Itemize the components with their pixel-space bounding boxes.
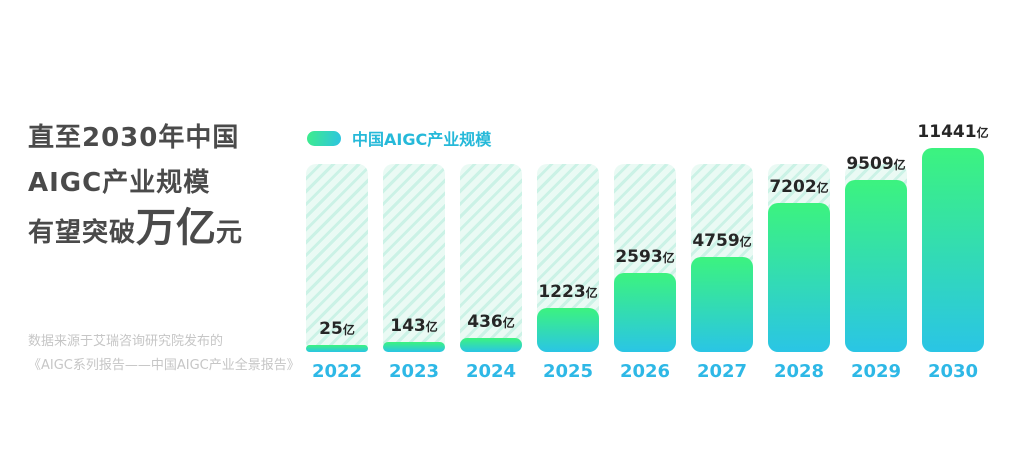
headline-line-1: 直至2030年中国 bbox=[28, 123, 240, 153]
bar-value-unit: 亿 bbox=[976, 126, 989, 140]
bar bbox=[922, 148, 984, 352]
year-label: 2024 bbox=[465, 361, 517, 382]
bar-track bbox=[306, 164, 368, 352]
bar-chart: 25亿 2022 143亿 2023 436亿 2024 1223亿 2025 2593亿 202… bbox=[306, 92, 989, 383]
headline-line-3: 有望突破万亿元 bbox=[28, 206, 243, 256]
chart-legend: 中国AIGC产业规模 bbox=[307, 126, 491, 150]
bar-track bbox=[383, 164, 445, 352]
bar-value-unit: 亿 bbox=[342, 323, 355, 337]
bar-value-label: 4759亿 bbox=[692, 231, 752, 251]
bar bbox=[768, 203, 830, 352]
bar bbox=[383, 342, 445, 352]
year-label: 2025 bbox=[542, 361, 594, 382]
year-label: 2028 bbox=[773, 361, 825, 382]
bar-column: 4759亿 2027 bbox=[691, 92, 753, 382]
headline-line-2: AIGC产业规模 bbox=[28, 168, 211, 198]
source-note: 数据来源于艾瑞咨询研究院发布的 《AIGC系列报告——中国AIGC产业全景报告》 bbox=[28, 330, 300, 378]
year-label: 2023 bbox=[388, 361, 440, 382]
bar-value-label: 1223亿 bbox=[538, 282, 598, 302]
legend-swatch-icon bbox=[307, 130, 341, 146]
headline-highlight: 万亿 bbox=[136, 205, 217, 251]
legend-label: 中国AIGC产业规模 bbox=[352, 130, 492, 149]
bar-column: 7202亿 2028 bbox=[768, 92, 830, 382]
source-line-2: 《AIGC系列报告——中国AIGC产业全景报告》 bbox=[28, 358, 300, 373]
bar-column: 9509亿 2029 bbox=[845, 92, 907, 382]
year-label: 2030 bbox=[927, 361, 979, 382]
bar bbox=[460, 338, 522, 352]
bar-column: 436亿 2024 bbox=[460, 92, 522, 382]
bar-value-unit: 亿 bbox=[502, 316, 515, 330]
year-label: 2022 bbox=[311, 361, 363, 382]
bar-value-label: 143亿 bbox=[390, 316, 438, 336]
bar-value-unit: 亿 bbox=[893, 158, 906, 172]
bar-value-label: 7202亿 bbox=[769, 177, 829, 197]
bar-value-label: 9509亿 bbox=[846, 154, 906, 174]
bar-value-unit: 亿 bbox=[739, 235, 752, 249]
bar-column: 11441亿 2030 bbox=[917, 92, 988, 383]
headline: 直至2030年中国 AIGC产业规模 有望突破万亿元 bbox=[28, 116, 243, 256]
source-line-1: 数据来源于艾瑞咨询研究院发布的 bbox=[28, 334, 224, 349]
bar-value-label: 2593亿 bbox=[615, 247, 675, 267]
headline-line-3-suffix: 元 bbox=[216, 218, 244, 248]
bar-column: 2593亿 2026 bbox=[614, 92, 676, 382]
headline-line-3-prefix: 有望突破 bbox=[28, 218, 137, 248]
bar-value-unit: 亿 bbox=[425, 320, 438, 334]
bar bbox=[537, 308, 599, 352]
bar-value-unit: 亿 bbox=[662, 251, 675, 265]
bar bbox=[845, 180, 907, 352]
year-label: 2027 bbox=[696, 361, 748, 382]
year-label: 2029 bbox=[850, 361, 902, 382]
bar-value-label: 25亿 bbox=[319, 319, 355, 339]
bar-column: 1223亿 2025 bbox=[537, 92, 599, 382]
bar-value-unit: 亿 bbox=[585, 286, 598, 300]
bar-value-label: 11441亿 bbox=[917, 122, 989, 142]
bar bbox=[691, 257, 753, 352]
bar-value-label: 436亿 bbox=[467, 312, 515, 332]
bar-track bbox=[460, 164, 522, 352]
bar-column: 143亿 2023 bbox=[383, 92, 445, 382]
bar bbox=[306, 345, 368, 352]
bar-value-unit: 亿 bbox=[816, 181, 829, 195]
bar bbox=[614, 273, 676, 352]
bar-column: 25亿 2022 bbox=[306, 92, 368, 382]
year-label: 2026 bbox=[619, 361, 671, 382]
